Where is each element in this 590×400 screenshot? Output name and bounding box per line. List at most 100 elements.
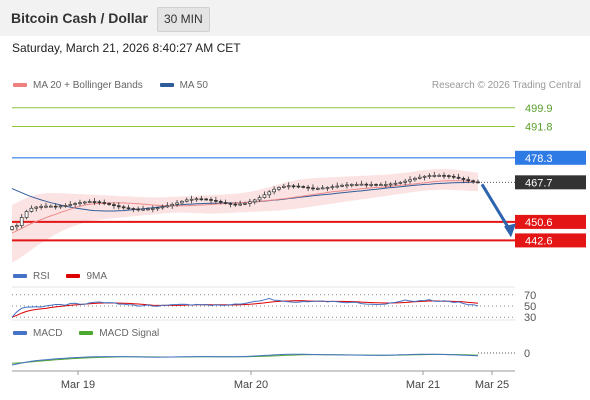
candle-body [398, 181, 403, 184]
candle-body [248, 201, 252, 204]
candle-body [451, 175, 456, 178]
candle-body [262, 194, 267, 198]
legend-label-ma50: MA 50 [179, 80, 208, 91]
candle-body [126, 207, 131, 210]
candle-body [374, 184, 378, 186]
candle-body [184, 199, 189, 202]
candle-body [252, 199, 257, 203]
candle-body [340, 184, 344, 187]
timeframe-button[interactable]: 30 MIN [157, 7, 210, 32]
candle-body [24, 211, 29, 218]
legend-label-macd: MACD [33, 328, 63, 339]
candle-body [364, 183, 369, 186]
level-tag-478.3 [515, 150, 586, 165]
level-tag-450.6 [515, 214, 586, 229]
legend-label-9ma: 9MA [86, 271, 108, 282]
candle-body [29, 207, 34, 212]
instrument-title: Bitcoin Cash / Dollar [11, 10, 148, 26]
candle-body [10, 226, 14, 230]
x-tick-label-0: Mar 19 [61, 379, 95, 391]
level-label-467.7: 467.7 [525, 177, 553, 189]
candle-body [87, 201, 92, 203]
9ma-swatch [66, 274, 81, 279]
candle-body [53, 205, 58, 208]
candle-body [291, 185, 296, 188]
candle-body [68, 204, 73, 206]
candle-body [330, 186, 335, 189]
legend-label-ma20: MA 20 + Bollinger Bands [33, 80, 143, 91]
candle-body [456, 176, 461, 179]
candle-body [238, 203, 242, 206]
macd-tick-0: 0 [524, 348, 530, 360]
candle-body [354, 184, 359, 186]
candle-body [141, 208, 145, 211]
candle-body [160, 206, 165, 209]
level-label-491.8: 491.8 [525, 122, 553, 134]
level-label-442.6: 442.6 [525, 235, 553, 247]
legend-item-macd: MACD [13, 328, 62, 339]
candle-body [199, 198, 204, 201]
legend-item-ma50: MA 50 [159, 80, 208, 91]
candle-body [204, 198, 209, 201]
rsi-tick-50: 50 [524, 301, 536, 313]
candle-body [228, 203, 233, 205]
timestamp: Saturday, March 21, 2026 8:40:27 AM CET [12, 41, 241, 55]
candle-body [442, 175, 446, 177]
candle-body [417, 176, 422, 179]
candle-body [476, 181, 480, 184]
candle-body [107, 203, 111, 205]
candle-body [369, 184, 374, 186]
forecast-arrow-head [504, 223, 516, 238]
candle-body [58, 205, 63, 208]
candle-body [136, 208, 141, 211]
candle-body [277, 187, 281, 190]
price-panel: 499.9 491.8 478.3 467.7 450.6 442.6 [10, 103, 586, 263]
candle-body [403, 180, 408, 183]
candle-body [131, 208, 136, 210]
macd-panel: 0 [11, 319, 530, 366]
candle-body [214, 200, 218, 202]
candle-body [320, 187, 325, 190]
candle-body [19, 217, 24, 226]
candle-body [243, 203, 247, 205]
legend-label-rsi: RSI [33, 271, 50, 282]
candle-body [301, 186, 306, 188]
candle-body [388, 183, 393, 186]
candle-body [296, 185, 301, 188]
candle-body [437, 175, 442, 177]
candle-body [393, 182, 398, 185]
candle-body [194, 198, 199, 201]
x-tick-label-3: Mar 25 [475, 379, 509, 391]
time-axis: Mar 19 Mar 20 Mar 21 Mar 25 [12, 370, 515, 391]
candle-body [311, 187, 315, 190]
candle-body [233, 203, 238, 206]
macd-legend: MACD MACD Signal [13, 328, 159, 340]
candle-body [175, 202, 179, 205]
candle-body [427, 175, 432, 177]
signal-swatch [79, 331, 94, 336]
candle-body [112, 204, 116, 207]
candle-body [39, 206, 43, 208]
candle-body [413, 178, 417, 181]
candle-body [209, 199, 213, 201]
level-label-478.3: 478.3 [525, 153, 553, 165]
candle-body [102, 202, 107, 204]
macd-signal-line [11, 353, 479, 364]
rsi-swatch [13, 274, 27, 279]
legend-item-rsi: RSI [13, 271, 50, 282]
candle-body [121, 206, 126, 209]
candle-body [218, 200, 223, 203]
candle-body [349, 184, 354, 186]
candle-body [267, 191, 272, 196]
candle-body [170, 203, 175, 207]
legend-item-macd-signal: MACD Signal [79, 328, 159, 339]
price-legend: MA 20 + Bollinger Bands MA 50 [13, 80, 208, 92]
candle-body [180, 200, 184, 204]
candle-body [422, 175, 427, 178]
candle-body [383, 184, 388, 186]
macd-line [11, 353, 479, 366]
candle-body [257, 197, 262, 201]
candle-body [461, 178, 466, 180]
candle-body [447, 175, 451, 177]
